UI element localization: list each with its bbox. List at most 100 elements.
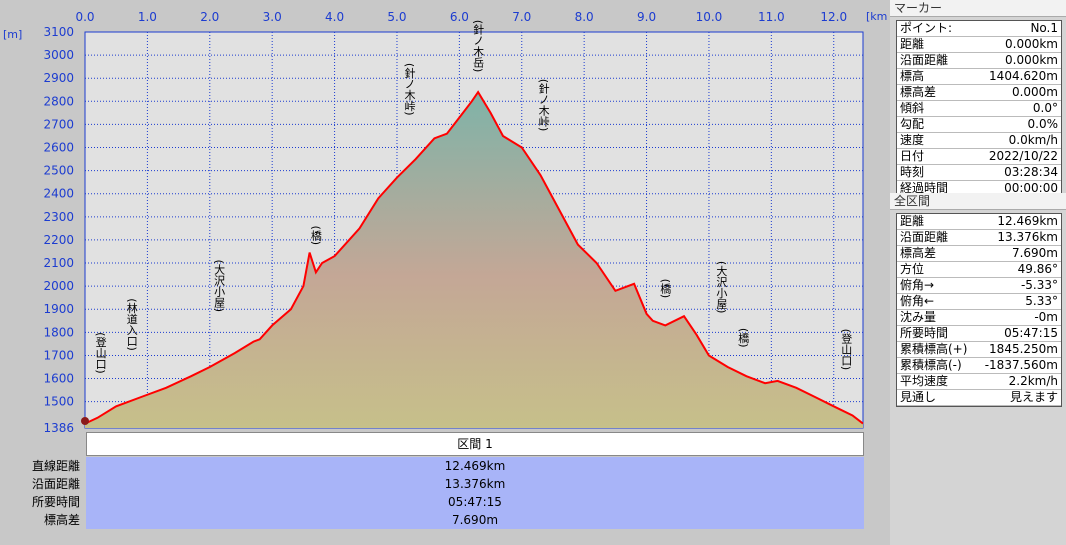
x-tick-label: 3.0 xyxy=(263,10,282,24)
whole-row: 俯角→ -5.33° xyxy=(897,278,1061,294)
marker-key: 勾配 xyxy=(900,117,925,131)
whole-row: 所要時間 05:47:15 xyxy=(897,326,1061,342)
waypoint-label: (大沢小屋) xyxy=(213,260,226,313)
y-tick-label: 1900 xyxy=(43,302,74,316)
waypoint-label: (針ノ木岳) xyxy=(472,20,485,73)
marker-key: 時刻 xyxy=(900,165,925,179)
marker-row: ポイント: No.1 xyxy=(897,21,1061,37)
whole-section-header: 全区間 xyxy=(890,193,1066,210)
x-tick-label: 11.0 xyxy=(758,10,785,24)
whole-value: 12.469km xyxy=(997,214,1058,228)
whole-value: 05:47:15 xyxy=(1004,326,1058,340)
y-tick-label: 2100 xyxy=(43,256,74,270)
waypoint-label: (橋) xyxy=(737,328,750,348)
x-tick-label: 10.0 xyxy=(696,10,723,24)
y-tick-label: 2300 xyxy=(43,210,74,224)
whole-key: 標高差 xyxy=(900,246,937,260)
x-tick-label: 1.0 xyxy=(138,10,157,24)
marker-section-header: マーカー xyxy=(890,0,1066,17)
marker-value: 00:00:00 xyxy=(1004,181,1058,195)
marker-key: ポイント: xyxy=(900,21,953,35)
summary-value: 12.469km xyxy=(86,457,864,475)
y-axis-ticks: 3100 3000 2900 2800 2700 2600 2500 2400 2300 2200… xyxy=(43,25,74,432)
y-tick-label: 2700 xyxy=(43,117,74,131)
whole-row: 累積標高(-) -1837.560m xyxy=(897,358,1061,374)
x-tick-label: 7.0 xyxy=(512,10,531,24)
marker-row: 時刻 03:28:34 xyxy=(897,165,1061,181)
waypoint-label: (針ノ木峠) xyxy=(403,63,416,116)
whole-table: 距離 12.469km 沿面距離 13.376km 標高差 7.690m 方位 49.86° 俯… xyxy=(896,213,1062,407)
whole-key: 所要時間 xyxy=(900,326,949,340)
elevation-area xyxy=(85,92,863,428)
marker-value: 1404.620m xyxy=(989,69,1058,83)
marker-value: 0.0° xyxy=(1032,101,1058,115)
start-marker[interactable] xyxy=(81,417,89,425)
whole-key: 累積標高(-) xyxy=(900,358,962,372)
y-tick-label: 2200 xyxy=(43,233,74,247)
y-tick-label: 2400 xyxy=(43,187,74,201)
x-tick-label: 5.0 xyxy=(387,10,406,24)
waypoint-label: (橋) xyxy=(309,225,322,245)
whole-value: -0m xyxy=(1034,310,1058,324)
x-axis-ticks: 0.0 1.0 2.0 3.0 4.0 5.0 6.0 7.0 8.0 9.0 10.0 11.0 12… xyxy=(75,10,847,24)
whole-row: 見通し 見えます xyxy=(897,390,1061,406)
x-tick-label: 2.0 xyxy=(200,10,219,24)
marker-key: 沿面距離 xyxy=(900,53,949,67)
marker-value: 0.000m xyxy=(1011,85,1058,99)
whole-key: 沿面距離 xyxy=(900,230,949,244)
whole-row: 累積標高(+) 1845.250m xyxy=(897,342,1061,358)
elevation-chart-area: 0.0 1.0 2.0 3.0 4.0 5.0 6.0 7.0 8.0 9.0 10.0 11.0 12… xyxy=(0,0,888,432)
x-tick-label: 0.0 xyxy=(75,10,94,24)
marker-key: 標高差 xyxy=(900,85,937,99)
whole-row: 方位 49.86° xyxy=(897,262,1061,278)
whole-key: 見通し xyxy=(900,390,937,404)
marker-row: 標高 1404.620m xyxy=(897,69,1061,85)
summary-value: 05:47:15 xyxy=(86,493,864,511)
y-unit-label: [m] xyxy=(3,28,22,41)
whole-key: 沈み量 xyxy=(900,310,937,324)
whole-key: 俯角→ xyxy=(900,278,935,292)
whole-value: 7.690m xyxy=(1011,246,1058,260)
marker-value: 03:28:34 xyxy=(1004,165,1058,179)
summary-row: 所要時間 05:47:15 xyxy=(0,493,864,511)
whole-row: 俯角← 5.33° xyxy=(897,294,1061,310)
elevation-profile-chart[interactable]: 0.0 1.0 2.0 3.0 4.0 5.0 6.0 7.0 8.0 9.0 10.0 11.0 12… xyxy=(0,0,888,432)
waypoint-label: (大沢小屋) xyxy=(715,261,728,314)
x-tick-label: 8.0 xyxy=(575,10,594,24)
marker-row: 傾斜 0.0° xyxy=(897,101,1061,117)
whole-key: 俯角← xyxy=(900,294,935,308)
whole-value: -1837.560m xyxy=(984,358,1058,372)
whole-value: 13.376km xyxy=(997,230,1058,244)
summary-label: 直線距離 xyxy=(31,459,80,473)
whole-key: 距離 xyxy=(900,214,925,228)
y-tick-label: 2600 xyxy=(43,141,74,155)
section-summary: 区間 1 直線距離 12.469km 沿面距離 13.376km 所要時間 05… xyxy=(0,432,864,529)
info-panel: マーカー ポイント: No.1 距離 0.000km 沿面距離 0.000km 標高 1404… xyxy=(890,0,1066,545)
x-tick-label: 6.0 xyxy=(450,10,469,24)
whole-key: 方位 xyxy=(900,262,925,276)
whole-value: 5.33° xyxy=(1025,294,1058,308)
y-tick-label: 1600 xyxy=(43,372,74,386)
marker-key: 標高 xyxy=(900,69,925,83)
marker-row: 距離 0.000km xyxy=(897,37,1061,53)
whole-row: 標高差 7.690m xyxy=(897,246,1061,262)
summary-label: 所要時間 xyxy=(31,495,80,509)
marker-value: 0.0km/h xyxy=(1008,133,1058,147)
whole-row: 沿面距離 13.376km xyxy=(897,230,1061,246)
marker-key: 距離 xyxy=(900,37,925,51)
marker-key: 経過時間 xyxy=(900,181,949,195)
whole-value: 2.2km/h xyxy=(1008,374,1058,388)
marker-table: ポイント: No.1 距離 0.000km 沿面距離 0.000km 標高 1404.620m… xyxy=(896,20,1062,198)
marker-row: 速度 0.0km/h xyxy=(897,133,1061,149)
waypoint-labels: (登山口) (林道入口) (大沢小屋) (橋) (針ノ木峠) (針ノ木岳) (針ノ木峠) (橋… xyxy=(94,20,853,374)
section-header[interactable]: 区間 1 xyxy=(86,432,864,456)
x-tick-label: 12.0 xyxy=(820,10,847,24)
y-tick-label: 2500 xyxy=(43,164,74,178)
x-unit-label: [km] xyxy=(866,10,888,23)
summary-label: 標高差 xyxy=(43,513,80,527)
waypoint-label: (登山口) xyxy=(94,332,107,374)
marker-row: 標高差 0.000m xyxy=(897,85,1061,101)
summary-row: 沿面距離 13.376km xyxy=(0,475,864,493)
y-tick-label: 2900 xyxy=(43,71,74,85)
summary-value: 7.690m xyxy=(86,511,864,529)
